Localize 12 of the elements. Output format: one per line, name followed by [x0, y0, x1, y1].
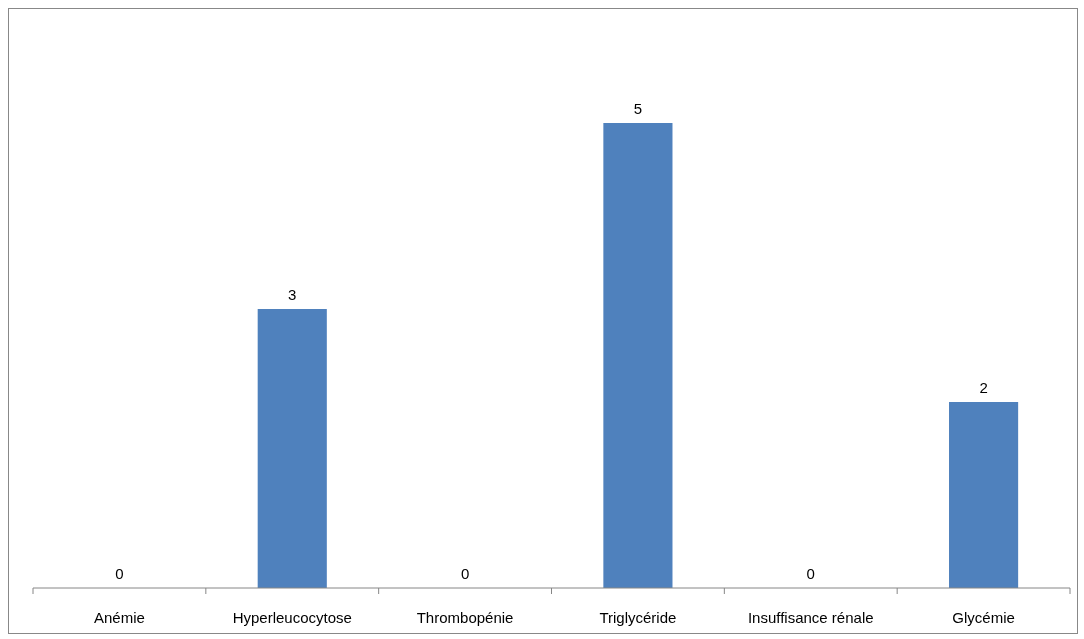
- x-tick-label: Glycémie: [952, 609, 1015, 626]
- data-label: 0: [806, 565, 815, 582]
- x-tick-label: Insuffisance rénale: [747, 609, 874, 626]
- x-tick-label: Triglycéride: [599, 609, 677, 626]
- data-label: 0: [115, 565, 124, 582]
- data-label: 0: [460, 565, 470, 582]
- x-tick-label: Thrombopénie: [416, 609, 514, 626]
- data-label: 2: [979, 379, 988, 396]
- data-label: 5: [633, 100, 643, 117]
- x-tick-label: Hyperleucocytose: [232, 609, 352, 626]
- x-tick-label: Anémie: [93, 609, 145, 626]
- data-label: 3: [288, 286, 297, 303]
